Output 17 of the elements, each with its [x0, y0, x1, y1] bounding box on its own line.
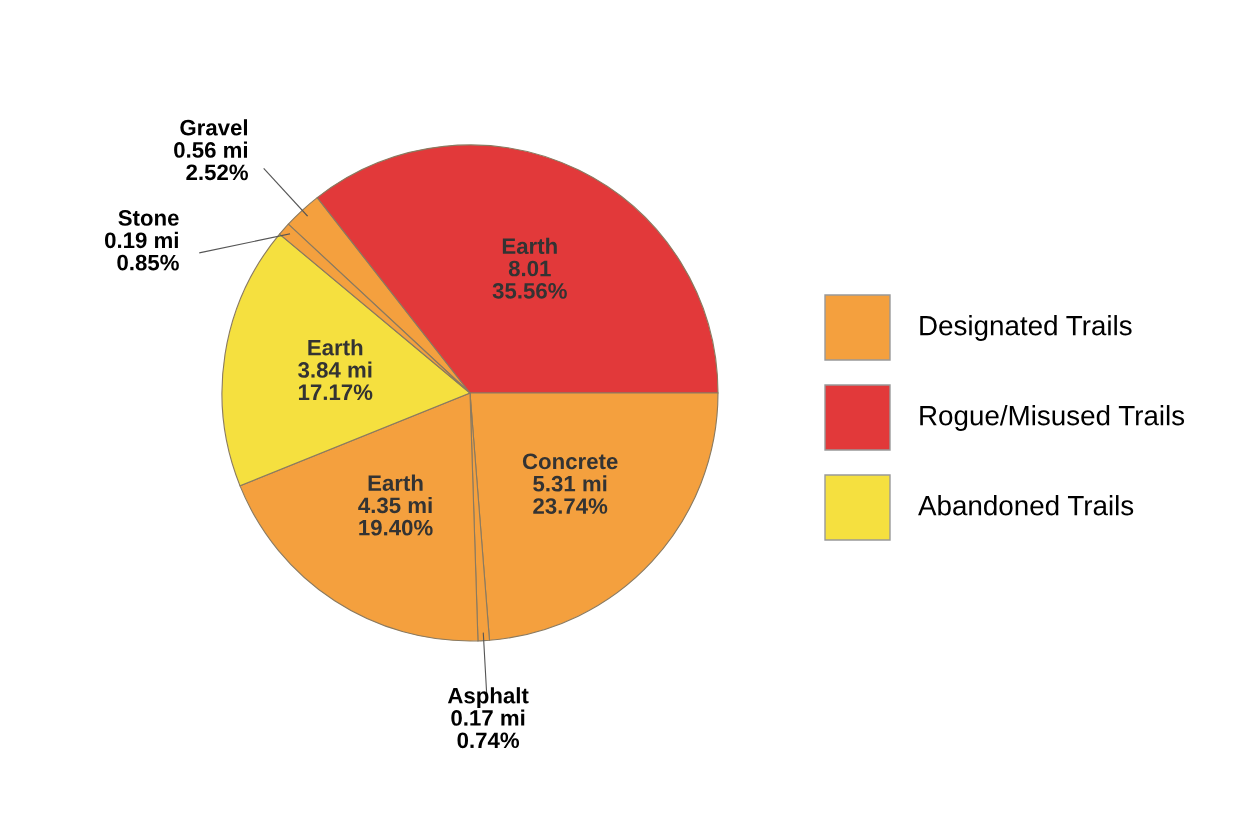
data-label: 0.56 mi 2.52% — [174, 141, 248, 181]
slice-label: Earth — [368, 474, 423, 491]
slice-label: Earth — [502, 237, 557, 255]
slice-label: Earth — [308, 339, 363, 356]
slice-label: Concrete — [522, 453, 618, 470]
data-label: 5.31 mi 23.74% — [533, 475, 608, 514]
text: Designated Trails — [920, 315, 1132, 341]
slice-label: Asphalt — [447, 687, 529, 708]
data-label: 8.01 35.56% — [492, 260, 567, 299]
data-label: 4.35 mi 19.40% — [358, 496, 433, 536]
text: Rogue/Misused Trails — [920, 405, 1185, 431]
data-label: 0.19 mi 0.85% — [104, 231, 179, 271]
slice-label: Stone — [118, 210, 179, 226]
text: Abandoned Trails — [918, 495, 1134, 516]
slice-label: Gravel — [180, 119, 247, 136]
data-label: 0.17 mi 0.74% — [451, 709, 525, 749]
data-label: 3.84 mi 17.17% — [298, 361, 373, 401]
